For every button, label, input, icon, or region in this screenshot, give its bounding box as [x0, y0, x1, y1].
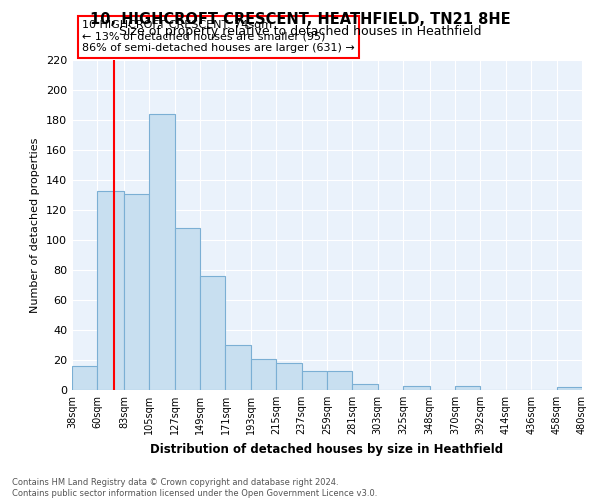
Bar — [327, 370, 352, 390]
Text: 10, HIGHCROFT CRESCENT, HEATHFIELD, TN21 8HE: 10, HIGHCROFT CRESCENT, HEATHFIELD, TN21… — [89, 12, 511, 28]
Bar — [226, 345, 251, 390]
Bar — [251, 358, 276, 390]
Bar — [455, 386, 481, 390]
Text: Size of property relative to detached houses in Heathfield: Size of property relative to detached ho… — [119, 25, 481, 38]
Bar — [124, 194, 149, 390]
X-axis label: Distribution of detached houses by size in Heathfield: Distribution of detached houses by size … — [151, 442, 503, 456]
Bar — [72, 366, 97, 390]
Bar — [352, 384, 378, 390]
Bar — [302, 370, 327, 390]
Bar — [557, 387, 582, 390]
Bar — [403, 386, 430, 390]
Bar — [175, 228, 200, 390]
Bar — [149, 114, 175, 390]
Bar — [97, 190, 124, 390]
Bar — [200, 276, 226, 390]
Text: 10 HIGHCROFT CRESCENT: 74sqm
← 13% of detached houses are smaller (95)
86% of se: 10 HIGHCROFT CRESCENT: 74sqm ← 13% of de… — [82, 20, 355, 54]
Y-axis label: Number of detached properties: Number of detached properties — [31, 138, 40, 312]
Bar — [276, 363, 302, 390]
Text: Contains HM Land Registry data © Crown copyright and database right 2024.
Contai: Contains HM Land Registry data © Crown c… — [12, 478, 377, 498]
